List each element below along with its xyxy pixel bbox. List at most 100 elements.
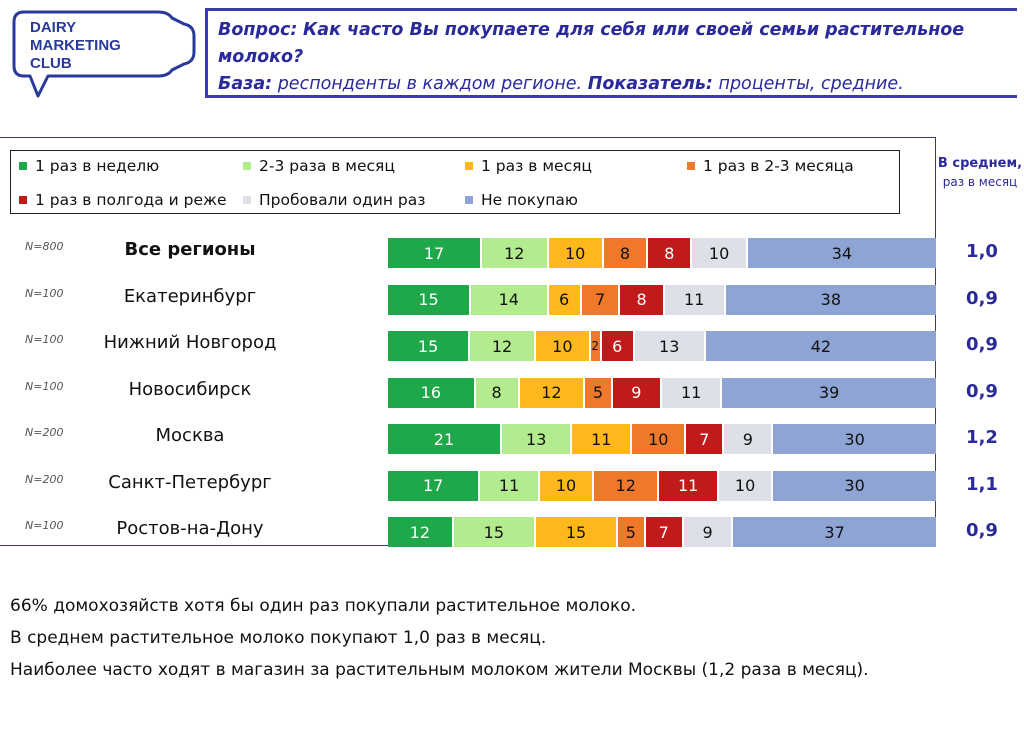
base-text: респонденты в каждом регионе. bbox=[277, 74, 583, 94]
bar-segment: 37 bbox=[733, 517, 936, 547]
bar-segment: 38 bbox=[725, 284, 936, 315]
bar-segment: 11 bbox=[480, 470, 540, 501]
bar-segment: 39 bbox=[722, 377, 936, 408]
sample-size: N=200 bbox=[25, 426, 64, 439]
legend-item: 1 раз в 2-3 месяца bbox=[687, 157, 854, 175]
question-label: Вопрос: bbox=[218, 20, 298, 40]
bar-segment: 34 bbox=[747, 238, 936, 268]
bar-segment: 10 bbox=[548, 238, 604, 268]
legend-item: 1 раз в месяц bbox=[465, 157, 592, 175]
bar-segment: 12 bbox=[470, 331, 536, 361]
bar-segment: 15 bbox=[388, 331, 471, 361]
legend-swatch bbox=[19, 196, 27, 204]
legend-swatch bbox=[687, 162, 695, 170]
bar-segment: 11 bbox=[572, 424, 633, 454]
bar-segment: 17 bbox=[388, 238, 483, 268]
bar-segment: 7 bbox=[581, 284, 621, 315]
bar-segment: 30 bbox=[773, 424, 936, 454]
logo-line-1: DAIRY bbox=[30, 19, 76, 36]
stacked-bar: 12 15 15 5 7 9 37 bbox=[388, 517, 936, 547]
legend-label: 1 раз в полгода и реже bbox=[35, 191, 227, 209]
bar-segment: 10 bbox=[718, 470, 774, 501]
legend-swatch bbox=[19, 162, 27, 170]
legend-label: 1 раз в 2-3 месяца bbox=[703, 157, 854, 175]
bar-segment: 15 bbox=[453, 517, 536, 547]
bar-segment: 11 bbox=[662, 377, 723, 408]
bar-segment: 12 bbox=[388, 517, 454, 547]
base-line: База: респонденты в каждом регионе. Пока… bbox=[218, 71, 1007, 98]
base-label: База: bbox=[218, 74, 273, 94]
region-label: Москва bbox=[155, 425, 225, 446]
region-label: Ростов-на-Дону bbox=[116, 518, 264, 539]
sample-size: N=200 bbox=[25, 472, 64, 486]
legend-label: 1 раз в неделю bbox=[35, 157, 160, 175]
bar-segment: 6 bbox=[601, 331, 635, 361]
average-value: 0,9 bbox=[966, 334, 998, 355]
sample-size: N=100 bbox=[25, 519, 64, 532]
average-value: 0,9 bbox=[966, 380, 998, 402]
region-label: Новосибирск bbox=[128, 378, 252, 400]
average-value: 0,9 bbox=[966, 287, 998, 309]
bar-segment: 12 bbox=[594, 470, 660, 501]
logo-line-2: MARKETING bbox=[30, 37, 121, 54]
legend-swatch bbox=[465, 196, 473, 204]
bar-segment: 12 bbox=[519, 377, 586, 408]
average-header-unit: раз в месяц bbox=[942, 175, 1018, 189]
sample-size: N=100 bbox=[25, 286, 64, 300]
dairy-marketing-club-logo: DAIRY MARKETING CLUB bbox=[12, 10, 196, 98]
stacked-bar: 17 12 10 8 8 10 34 bbox=[388, 238, 936, 268]
bar-segment: 8 bbox=[603, 238, 649, 268]
average-value: 1,0 bbox=[966, 241, 998, 262]
legend-item: 1 раз в неделю bbox=[19, 157, 159, 175]
stacked-bar: 17 11 10 12 11 10 30 bbox=[388, 470, 936, 501]
legend-item: 2-3 раза в месяц bbox=[243, 157, 395, 175]
bar-segment: 15 bbox=[535, 517, 619, 547]
bar-segment: 17 bbox=[388, 470, 481, 501]
stacked-bar: 15 12 10 2 6 13 42 bbox=[388, 331, 936, 361]
legend-swatch bbox=[465, 162, 473, 170]
average-header-title: В среднем, bbox=[937, 156, 1023, 171]
bar-segment: 6 bbox=[548, 284, 582, 315]
chart-legend: 1 раз в неделю 2-3 раза в месяц 1 раз в ме… bbox=[10, 150, 900, 214]
bar-segment: 12 bbox=[482, 238, 549, 268]
region-label: Все регионы bbox=[124, 239, 256, 260]
legend-swatch bbox=[243, 196, 251, 204]
bar-segment: 9 bbox=[612, 377, 662, 408]
bar-segment: 13 bbox=[501, 424, 573, 454]
bar-segment: 10 bbox=[535, 331, 591, 361]
legend-item: 1 раз в полгода и реже bbox=[19, 191, 227, 209]
bar-segment: 11 bbox=[659, 470, 719, 501]
note-2: В среднем растительное молоко покупают 1… bbox=[10, 628, 547, 648]
note-3: Наиболее часто ходят в магазин за растит… bbox=[10, 660, 869, 680]
legend-swatch bbox=[243, 162, 251, 170]
bar-segment: 8 bbox=[648, 238, 693, 268]
bar-segment: 9 bbox=[724, 424, 774, 454]
legend-label: Не покупаю bbox=[481, 191, 578, 209]
average-value: 0,9 bbox=[966, 520, 998, 541]
bar-segment: 16 bbox=[388, 377, 476, 408]
metric-text: проценты, средние. bbox=[718, 74, 904, 94]
bar-segment: 8 bbox=[475, 377, 520, 408]
bar-segment: 13 bbox=[634, 331, 706, 361]
logo-line-3: CLUB bbox=[30, 55, 72, 72]
average-header: В среднем, раз в месяц bbox=[936, 156, 1024, 189]
bar-segment: 10 bbox=[539, 470, 595, 501]
region-label: Екатеринбург bbox=[123, 285, 257, 307]
bar-segment: 2 bbox=[590, 331, 602, 361]
average-value: 1,1 bbox=[966, 473, 998, 495]
bar-segment: 11 bbox=[664, 284, 726, 315]
bar-segment: 7 bbox=[686, 424, 725, 454]
sample-size: N=100 bbox=[25, 333, 64, 346]
stacked-bar: 16 8 12 5 9 11 39 bbox=[388, 377, 936, 408]
legend-item: Пробовали один раз bbox=[243, 191, 425, 209]
sample-size: N=100 bbox=[25, 379, 64, 393]
question-line: Вопрос: Как часто Вы покупаете для себя … bbox=[218, 17, 1007, 71]
region-label: Санкт-Петербург bbox=[108, 471, 272, 493]
bar-segment: 5 bbox=[585, 377, 613, 408]
legend-label: 1 раз в месяц bbox=[481, 157, 592, 175]
stacked-bar: 21 13 11 10 7 9 30 bbox=[388, 424, 936, 454]
bar-segment: 8 bbox=[620, 284, 665, 315]
question-box: Вопрос: Как часто Вы покупаете для себя … bbox=[205, 8, 1017, 98]
bar-segment: 14 bbox=[471, 284, 549, 315]
bar-segment: 9 bbox=[683, 517, 734, 547]
